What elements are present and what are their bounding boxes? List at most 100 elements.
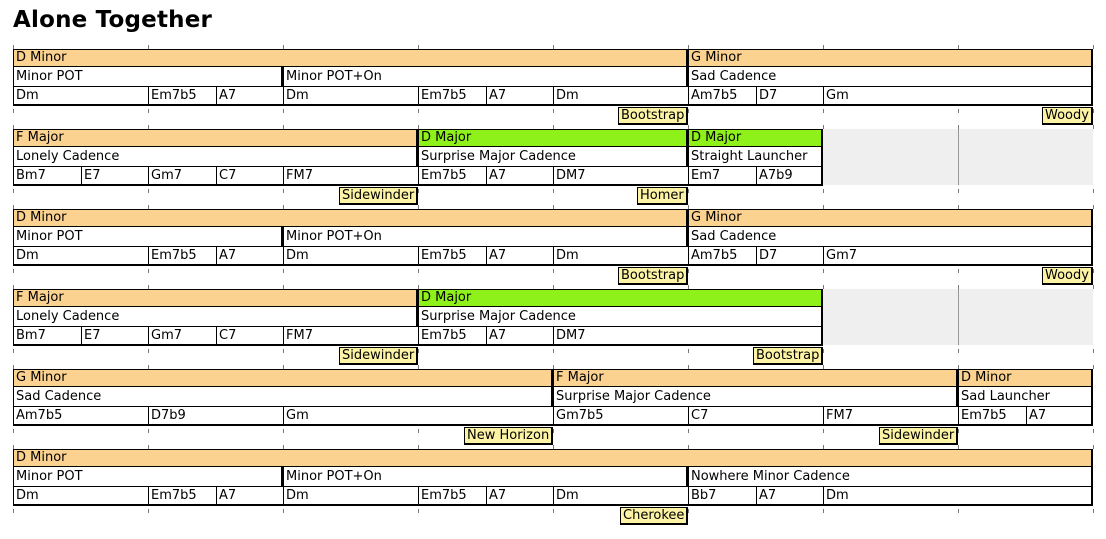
chord-symbol[interactable]: Em7 <box>688 167 756 186</box>
chord-symbol[interactable]: A7 <box>486 87 553 106</box>
chord-symbol[interactable]: Em7b5 <box>418 327 486 346</box>
join-label[interactable]: Bootstrap <box>618 107 689 125</box>
chord-symbol[interactable]: Dm <box>553 487 688 506</box>
chord-symbol[interactable]: Gm7 <box>148 327 216 346</box>
key-label[interactable]: D Minor <box>13 209 688 227</box>
join-label[interactable]: Woody <box>1042 107 1093 125</box>
chord-symbol[interactable]: Em7b5 <box>418 247 486 266</box>
join-label[interactable]: Sidewinder <box>339 187 419 205</box>
chord-symbol[interactable]: C7 <box>216 167 283 186</box>
chord-symbol[interactable]: A7 <box>486 487 553 506</box>
brick-label[interactable]: Sad Launcher <box>958 387 1093 407</box>
brick-label[interactable]: Lonely Cadence <box>13 147 418 167</box>
chord-symbol[interactable]: D7 <box>756 87 823 106</box>
chord-symbol[interactable]: Em7b5 <box>148 487 216 506</box>
key-label[interactable]: D Minor <box>13 49 688 67</box>
join-label[interactable]: Cherokee <box>620 507 689 525</box>
chord-symbol[interactable]: Em7b5 <box>418 87 486 106</box>
chord-symbol[interactable]: Am7b5 <box>688 247 756 266</box>
key-label[interactable]: G Minor <box>13 369 553 387</box>
chord-symbol[interactable]: Em7b5 <box>148 87 216 106</box>
key-label[interactable]: F Major <box>553 369 958 387</box>
brick-label[interactable]: Minor POT+On <box>283 67 688 87</box>
brick-label[interactable]: Straight Launcher <box>688 147 823 167</box>
key-label[interactable]: F Major <box>13 289 418 307</box>
join-label[interactable]: Bootstrap <box>753 347 824 365</box>
chord-symbol[interactable]: A7 <box>216 487 283 506</box>
chord-symbol[interactable]: FM7 <box>823 407 958 426</box>
chord-symbol[interactable]: A7 <box>216 247 283 266</box>
brick-label[interactable]: Minor POT <box>13 227 283 247</box>
chord-symbol[interactable]: A7 <box>486 167 553 186</box>
chord-symbol[interactable]: D7 <box>756 247 823 266</box>
chord-symbol[interactable]: Am7b5 <box>13 407 148 426</box>
brick-label[interactable]: Minor POT+On <box>283 467 688 487</box>
chord-symbol[interactable]: A7 <box>756 487 823 506</box>
row-end-bar <box>1091 487 1093 506</box>
join-label[interactable]: New Horizon <box>464 427 554 445</box>
key-label[interactable]: D Minor <box>958 369 1093 387</box>
chord-symbol[interactable]: A7 <box>486 327 553 346</box>
bar-tick <box>148 285 149 289</box>
chord-symbol[interactable]: Gm7b5 <box>553 407 688 426</box>
chord-symbol[interactable]: Gm <box>283 407 553 426</box>
chord-symbol[interactable]: Gm7 <box>148 167 216 186</box>
chord-symbol[interactable]: A7 <box>1026 407 1093 426</box>
chord-symbol[interactable]: A7b9 <box>756 167 823 186</box>
chord-symbol[interactable]: DM7 <box>553 167 688 186</box>
chord-symbol[interactable]: D7b9 <box>148 407 283 426</box>
join-label[interactable]: Homer <box>637 187 688 205</box>
chord-symbol[interactable]: A7 <box>486 247 553 266</box>
chord-symbol[interactable]: A7 <box>216 87 283 106</box>
chord-symbol[interactable]: Em7b5 <box>958 407 1026 426</box>
chord-symbol[interactable]: Dm <box>553 247 688 266</box>
chord-symbol[interactable]: Am7b5 <box>688 87 756 106</box>
chord-symbol[interactable]: Bm7 <box>13 327 81 346</box>
chord-symbol[interactable]: Bb7 <box>688 487 756 506</box>
chord-symbol[interactable]: Dm <box>13 247 148 266</box>
brick-label[interactable]: Sad Cadence <box>13 387 553 407</box>
chord-symbol[interactable]: Dm <box>13 87 148 106</box>
chord-symbol[interactable]: Dm <box>283 487 418 506</box>
brick-label[interactable]: Surprise Major Cadence <box>553 387 958 407</box>
chord-symbol[interactable]: Em7b5 <box>148 247 216 266</box>
brick-label[interactable]: Minor POT+On <box>283 227 688 247</box>
brick-label[interactable]: Nowhere Minor Cadence <box>688 467 1093 487</box>
chord-symbol[interactable]: E7 <box>81 167 148 186</box>
key-label[interactable]: G Minor <box>688 49 1093 67</box>
chord-symbol[interactable]: Bm7 <box>13 167 81 186</box>
chord-symbol[interactable]: Dm <box>283 247 418 266</box>
key-label[interactable]: D Major <box>688 129 823 147</box>
brick-label[interactable]: Sad Cadence <box>688 227 1093 247</box>
chord-symbol[interactable]: Dm <box>13 487 148 506</box>
join-label[interactable]: Sidewinder <box>339 347 419 365</box>
join-label[interactable]: Woody <box>1042 267 1093 285</box>
chord-symbol[interactable]: C7 <box>688 407 823 426</box>
brick-label[interactable]: Surprise Major Cadence <box>418 307 823 327</box>
key-label[interactable]: G Minor <box>688 209 1093 227</box>
chord-symbol[interactable]: Dm <box>553 87 688 106</box>
brick-label[interactable]: Minor POT <box>13 67 283 87</box>
join-label[interactable]: Bootstrap <box>618 267 689 285</box>
chord-symbol[interactable]: E7 <box>81 327 148 346</box>
brick-label[interactable]: Sad Cadence <box>688 67 1093 87</box>
chord-symbol[interactable]: FM7 <box>283 167 418 186</box>
chord-symbol[interactable]: Gm7 <box>823 247 1093 266</box>
brick-label[interactable]: Minor POT <box>13 467 283 487</box>
chord-symbol[interactable]: Dm <box>283 87 418 106</box>
chord-symbol[interactable]: FM7 <box>283 327 418 346</box>
key-label[interactable]: D Minor <box>13 449 1093 467</box>
bar-tick <box>1093 269 1094 273</box>
join-label[interactable]: Sidewinder <box>879 427 959 445</box>
chord-symbol[interactable]: DM7 <box>553 327 823 346</box>
key-label[interactable]: F Major <box>13 129 418 147</box>
brick-label[interactable]: Lonely Cadence <box>13 307 418 327</box>
key-label[interactable]: D Major <box>418 289 823 307</box>
chord-symbol[interactable]: Em7b5 <box>418 487 486 506</box>
chord-symbol[interactable]: Dm <box>823 487 1093 506</box>
chord-symbol[interactable]: Gm <box>823 87 1093 106</box>
chord-symbol[interactable]: Em7b5 <box>418 167 486 186</box>
key-label[interactable]: D Major <box>418 129 688 147</box>
brick-label[interactable]: Surprise Major Cadence <box>418 147 688 167</box>
chord-symbol[interactable]: C7 <box>216 327 283 346</box>
